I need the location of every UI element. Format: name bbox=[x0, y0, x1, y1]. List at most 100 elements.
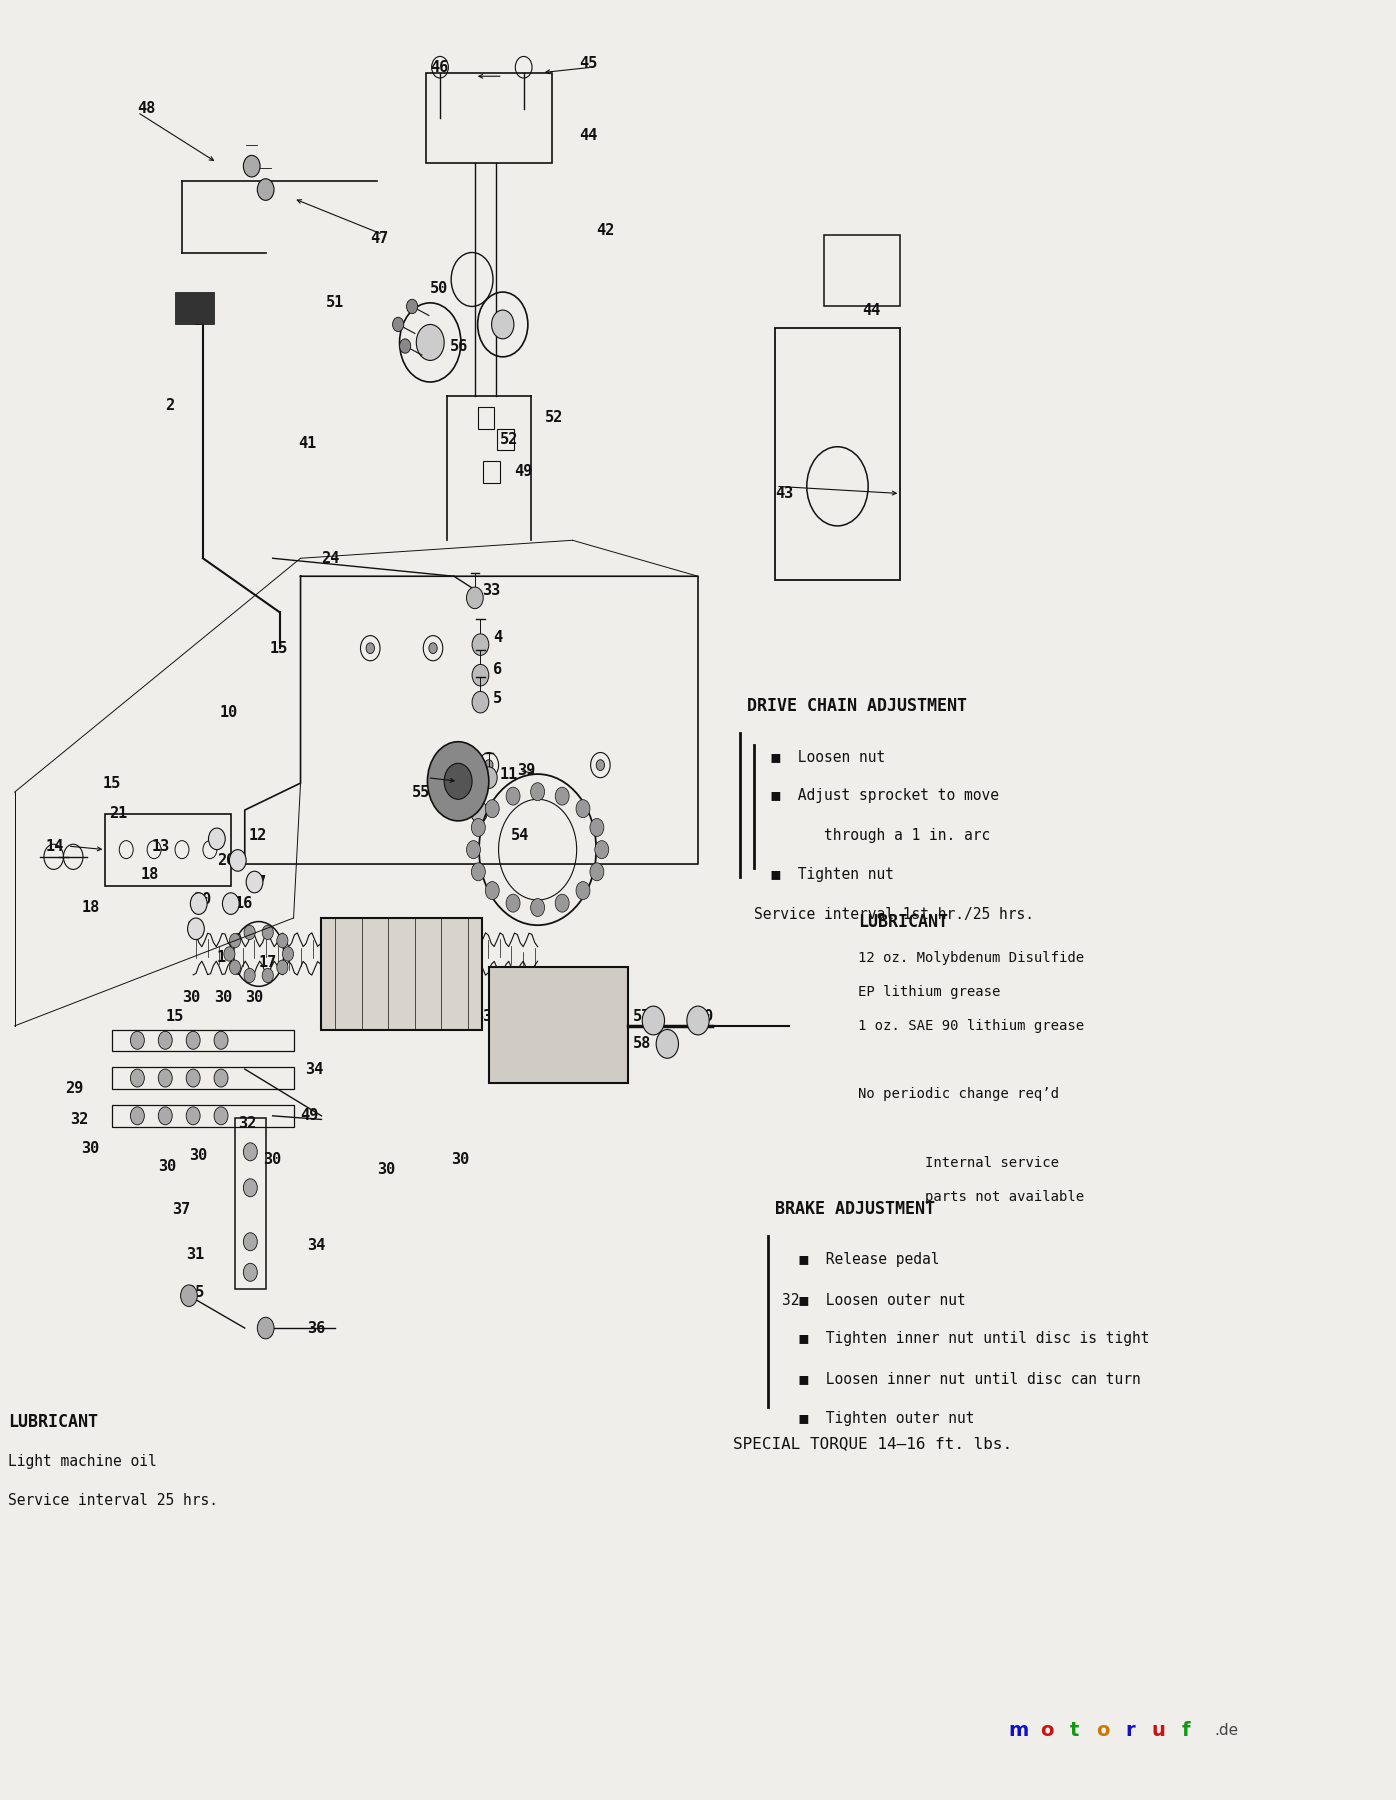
Circle shape bbox=[158, 1107, 172, 1125]
Text: 52: 52 bbox=[500, 432, 518, 446]
Text: 1: 1 bbox=[497, 1051, 507, 1066]
Circle shape bbox=[591, 862, 604, 880]
Text: 33: 33 bbox=[482, 583, 500, 598]
Circle shape bbox=[246, 871, 262, 893]
Text: 37: 37 bbox=[172, 1202, 190, 1217]
Circle shape bbox=[472, 691, 489, 713]
Text: 55: 55 bbox=[412, 785, 430, 799]
Text: ■  Tighten nut: ■ Tighten nut bbox=[754, 868, 893, 882]
Circle shape bbox=[208, 828, 225, 850]
Circle shape bbox=[257, 1318, 274, 1339]
Circle shape bbox=[687, 1006, 709, 1035]
Bar bbox=[321, 918, 482, 1030]
Circle shape bbox=[243, 1233, 257, 1251]
Circle shape bbox=[472, 862, 486, 880]
Text: o: o bbox=[1096, 1721, 1110, 1741]
Circle shape bbox=[186, 1107, 200, 1125]
Circle shape bbox=[243, 155, 260, 176]
Text: parts not available: parts not available bbox=[859, 1190, 1085, 1204]
Bar bbox=[112, 1067, 293, 1089]
Text: Internal service: Internal service bbox=[859, 1156, 1060, 1170]
Circle shape bbox=[507, 895, 521, 913]
Text: 34: 34 bbox=[307, 1238, 325, 1253]
Circle shape bbox=[244, 968, 255, 983]
Text: ■  Loosen nut: ■ Loosen nut bbox=[754, 749, 885, 763]
Circle shape bbox=[180, 1285, 197, 1307]
Circle shape bbox=[642, 1006, 664, 1035]
Bar bbox=[112, 1105, 293, 1127]
Circle shape bbox=[214, 1069, 228, 1087]
Circle shape bbox=[484, 760, 493, 770]
Text: 32: 32 bbox=[70, 1112, 89, 1127]
Circle shape bbox=[656, 1030, 678, 1058]
Circle shape bbox=[472, 634, 489, 655]
Circle shape bbox=[444, 763, 472, 799]
Circle shape bbox=[466, 841, 480, 859]
Text: 30: 30 bbox=[244, 990, 262, 1004]
Circle shape bbox=[282, 947, 293, 961]
Text: 17: 17 bbox=[258, 956, 276, 970]
Text: 36: 36 bbox=[307, 1321, 325, 1336]
Text: u: u bbox=[1152, 1721, 1166, 1741]
Text: 30: 30 bbox=[451, 1152, 469, 1166]
Circle shape bbox=[262, 925, 274, 940]
Text: 10: 10 bbox=[219, 706, 237, 720]
Text: 52: 52 bbox=[544, 410, 563, 425]
Circle shape bbox=[222, 893, 239, 914]
Text: 17: 17 bbox=[248, 875, 267, 889]
Circle shape bbox=[257, 178, 274, 200]
Text: 35: 35 bbox=[186, 1285, 204, 1300]
Text: 48: 48 bbox=[137, 101, 155, 117]
Text: 32: 32 bbox=[237, 1116, 255, 1130]
Text: 18: 18 bbox=[140, 868, 158, 882]
Text: 53: 53 bbox=[475, 1010, 493, 1024]
Text: Light machine oil: Light machine oil bbox=[7, 1454, 156, 1469]
Circle shape bbox=[480, 767, 497, 788]
Text: 51: 51 bbox=[325, 295, 343, 310]
Bar bbox=[483, 461, 500, 482]
Text: ■  Adjust sprocket to move: ■ Adjust sprocket to move bbox=[754, 788, 998, 803]
Bar bbox=[105, 814, 230, 886]
Text: 40: 40 bbox=[695, 1010, 713, 1024]
Text: ■  Tighten inner nut until disc is tight: ■ Tighten inner nut until disc is tight bbox=[782, 1332, 1149, 1346]
Circle shape bbox=[243, 1143, 257, 1161]
Text: 19: 19 bbox=[186, 922, 204, 936]
Circle shape bbox=[130, 1031, 144, 1049]
Text: 44: 44 bbox=[579, 128, 597, 142]
Text: 15: 15 bbox=[269, 641, 288, 655]
Text: f: f bbox=[1182, 1721, 1191, 1741]
Text: ■  Release pedal: ■ Release pedal bbox=[782, 1253, 940, 1267]
Bar bbox=[497, 428, 514, 450]
Text: 1: 1 bbox=[216, 950, 226, 965]
Text: 20: 20 bbox=[216, 853, 235, 868]
Text: 12 oz. Molybdenum Disulfide: 12 oz. Molybdenum Disulfide bbox=[859, 950, 1085, 965]
Text: 14: 14 bbox=[45, 839, 64, 853]
Text: 57: 57 bbox=[632, 1010, 651, 1024]
Text: 20: 20 bbox=[193, 893, 211, 907]
Text: 58: 58 bbox=[632, 1037, 651, 1051]
Text: 49: 49 bbox=[300, 1109, 318, 1123]
Circle shape bbox=[276, 934, 288, 949]
Circle shape bbox=[187, 918, 204, 940]
Text: 32■  Loosen outer nut: 32■ Loosen outer nut bbox=[782, 1292, 966, 1307]
Text: 44: 44 bbox=[863, 302, 881, 317]
Circle shape bbox=[491, 310, 514, 338]
Text: 13: 13 bbox=[151, 839, 169, 853]
Bar bbox=[112, 1030, 293, 1051]
Circle shape bbox=[130, 1107, 144, 1125]
Text: ■  Loosen inner nut until disc can turn: ■ Loosen inner nut until disc can turn bbox=[782, 1372, 1141, 1386]
Text: 43: 43 bbox=[775, 486, 793, 500]
Circle shape bbox=[392, 317, 403, 331]
Text: DRIVE CHAIN ADJUSTMENT: DRIVE CHAIN ADJUSTMENT bbox=[747, 697, 967, 715]
Text: 30: 30 bbox=[377, 1163, 395, 1177]
Circle shape bbox=[591, 819, 604, 837]
Text: 46: 46 bbox=[430, 59, 448, 76]
Text: 31: 31 bbox=[186, 1247, 204, 1262]
Text: 41: 41 bbox=[297, 436, 315, 450]
Circle shape bbox=[158, 1031, 172, 1049]
Circle shape bbox=[406, 299, 417, 313]
Circle shape bbox=[244, 925, 255, 940]
Bar bbox=[824, 234, 900, 306]
Circle shape bbox=[577, 799, 591, 817]
Circle shape bbox=[229, 934, 240, 949]
